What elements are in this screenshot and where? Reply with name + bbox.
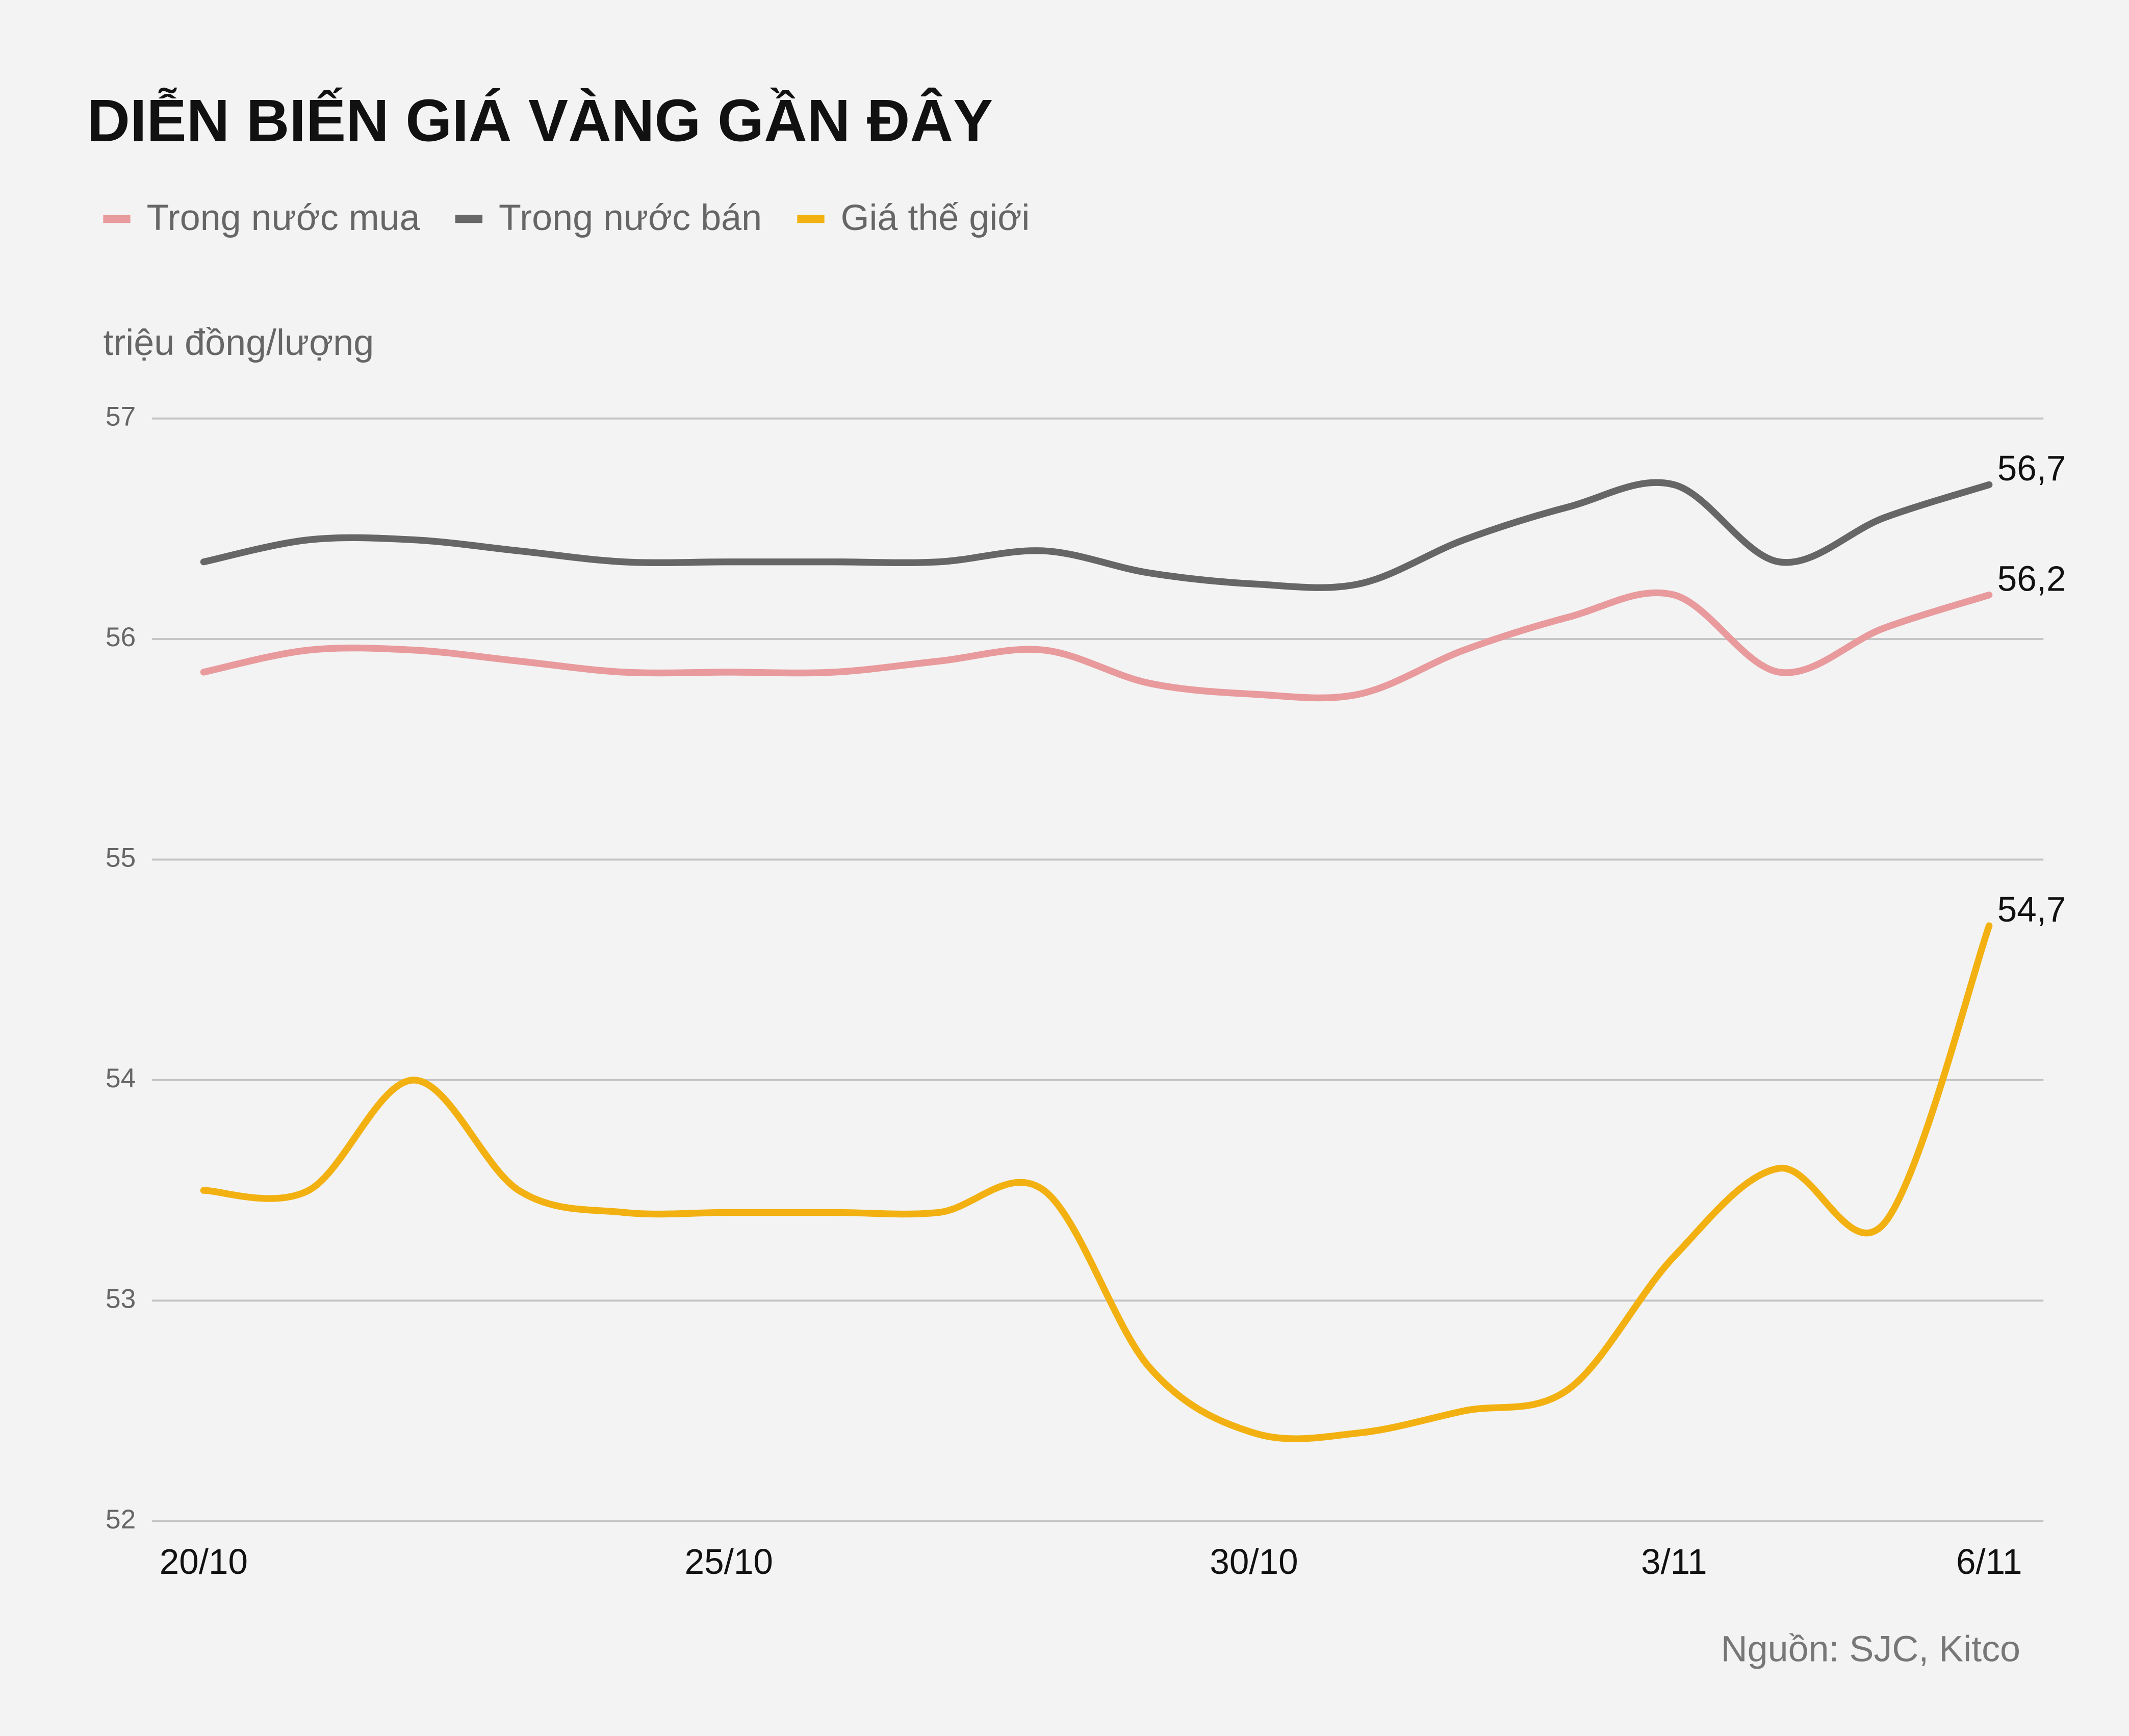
x-tick-label: 30/10 — [1210, 1542, 1298, 1581]
legend-label: Giá thế giới — [841, 197, 1030, 238]
source: Nguồn: SJC, Kitco — [1721, 1628, 2020, 1669]
y-tick-label: 57 — [106, 402, 136, 432]
legend-label: Trong nước mua — [147, 197, 420, 238]
data-label: 56,2 — [1997, 558, 2066, 598]
y-tick-label: 53 — [106, 1284, 136, 1314]
x-tick-label: 20/10 — [160, 1542, 248, 1581]
x-tick-label: 6/11 — [1956, 1542, 2022, 1581]
y-axis-label: triệu đồng/lượng — [103, 322, 374, 363]
chart-title: DIỄN BIẾN GIÁ VÀNG GẦN ĐÂY — [87, 87, 993, 154]
y-tick-label: 52 — [106, 1504, 136, 1535]
line — [200, 589, 1993, 702]
x-tick-label: 3/11 — [1641, 1542, 1707, 1581]
line — [200, 922, 1993, 1442]
data-label: 54,7 — [1997, 889, 2066, 929]
y-tick-label: 56 — [106, 622, 136, 652]
y-tick-label: 54 — [106, 1063, 136, 1093]
y-tick-label: 55 — [106, 843, 136, 873]
data-label: 56,7 — [1997, 448, 2066, 488]
x-tick-label: 25/10 — [685, 1542, 773, 1581]
line — [200, 479, 1993, 591]
legend-label: Trong nước bán — [499, 197, 762, 238]
